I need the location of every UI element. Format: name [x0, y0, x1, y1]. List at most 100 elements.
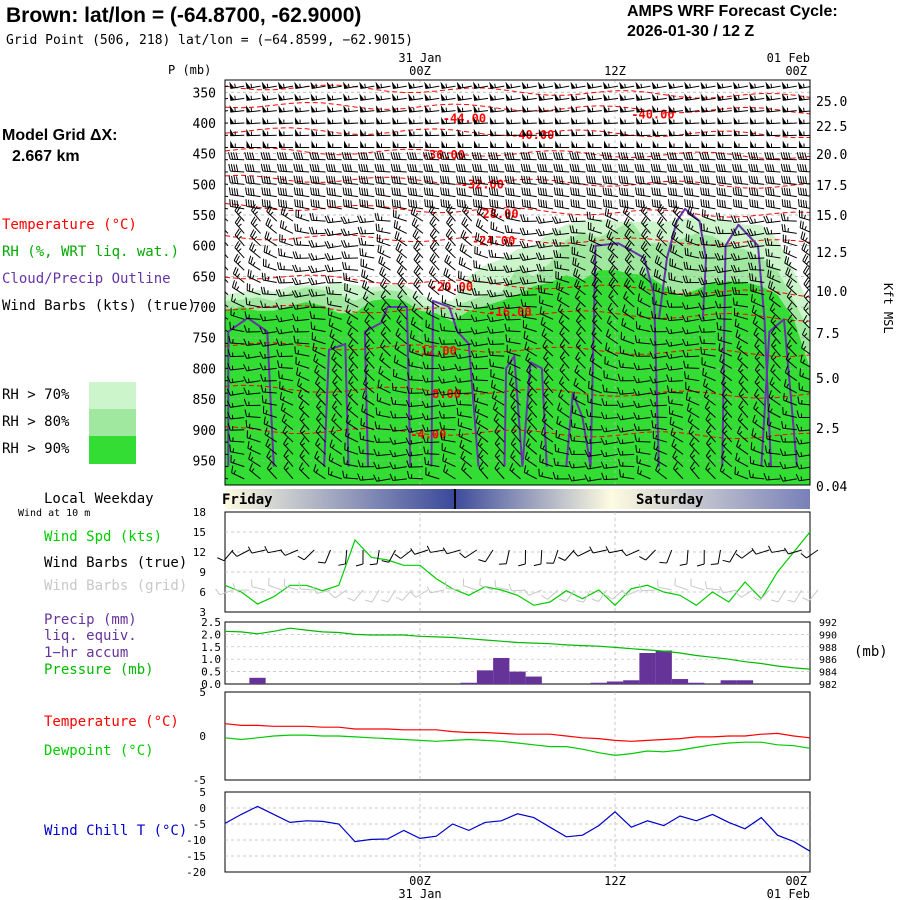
- wind-barb-tick: [364, 252, 367, 257]
- wind-barb-tick: [458, 164, 461, 172]
- wind-barb-tick: [443, 366, 445, 371]
- wind-barb-tick: [737, 200, 740, 208]
- wind-barb-tick: [268, 188, 271, 196]
- wind-barb-tick: [764, 163, 768, 172]
- wind-barb-staff: [604, 453, 619, 458]
- wind-barb-tick: [510, 450, 515, 457]
- wind-barb-staff: [223, 549, 234, 562]
- wind-barb-tick: [284, 225, 288, 230]
- wind-barb-tick: [715, 226, 719, 234]
- wind-barb-tick: [575, 382, 579, 387]
- wind-barb-tick: [366, 320, 370, 324]
- wind-barb-tick: [649, 338, 654, 346]
- wind-barb-tick: [350, 200, 353, 208]
- wind-barb-tick: [577, 319, 582, 324]
- wind-barb-staff: [636, 380, 651, 384]
- precip-bar: [639, 653, 656, 684]
- wind-barb-tick: [667, 187, 670, 195]
- wind-barb-tick: [787, 599, 795, 603]
- wind-barb-tick: [764, 445, 768, 453]
- wind-barb-tick: [754, 376, 760, 383]
- wind-barb-tick: [523, 589, 530, 596]
- wind-barb-tick: [412, 164, 415, 172]
- wind-barb-tick: [767, 175, 770, 184]
- wind-barb-tick: [234, 281, 238, 289]
- wind-barb-tick: [349, 332, 353, 337]
- wind-barb-staff: [376, 466, 391, 470]
- wind-barb-tick: [454, 375, 459, 383]
- pressure-axis-title: P (mb): [168, 63, 211, 77]
- wind-barb-tick: [309, 213, 313, 221]
- wind-barb-tick: [494, 292, 496, 297]
- wind-barb-tick: [716, 322, 719, 330]
- wind-barb-tick: [222, 224, 225, 227]
- wind-barb-tick: [528, 393, 533, 397]
- wind-barb-tick: [472, 175, 475, 183]
- wind-barb-tick: [588, 175, 591, 184]
- wind-barb-tick: [233, 253, 239, 261]
- wind-barb-flag: [732, 81, 739, 89]
- wind-barb-tick: [772, 188, 775, 196]
- wind-barb-tick: [487, 263, 491, 271]
- wind-speed-label: Wind Spd (kts): [44, 529, 163, 545]
- wind-barb-tick: [299, 227, 302, 232]
- wind-barb-tick: [426, 175, 429, 184]
- wind-barb-tick: [379, 152, 382, 160]
- wind-barb-tick: [689, 449, 695, 457]
- wind-barb-tick: [278, 275, 282, 284]
- wind-barb-staff: [782, 85, 797, 90]
- wind-barb-flag: [489, 105, 495, 113]
- wind-barb-tick: [341, 251, 345, 259]
- wind-barb-tick: [800, 231, 804, 239]
- pressure-tick-label: 650: [193, 270, 216, 285]
- wind-barb-tick: [733, 264, 738, 272]
- wind-barb-tick: [750, 442, 753, 450]
- wind-barb-tick: [398, 176, 401, 184]
- wind-barb-tick: [509, 462, 514, 471]
- isotherm-line: [225, 274, 810, 298]
- wind-barb-tick: [523, 164, 526, 172]
- wind-barb-tick: [542, 230, 545, 236]
- wind-barb-flag: [538, 105, 544, 113]
- wind-barb-staff: [312, 349, 326, 357]
- wind-barb-tick: [511, 394, 516, 398]
- wind-barb-tick: [228, 187, 231, 195]
- wind-barb-tick: [422, 375, 426, 383]
- wind-barb-tick: [702, 187, 705, 196]
- wind-barb-staff: [425, 380, 440, 383]
- wind-barb-tick: [282, 221, 285, 229]
- wind-barb-tick: [624, 253, 630, 260]
- wind-barb-tick: [542, 445, 546, 450]
- wind-barb-tick: [293, 175, 296, 183]
- wind-barb-tick: [342, 163, 345, 172]
- wind-barb-tick: [576, 240, 578, 245]
- wind-barb-tick: [754, 83, 756, 88]
- wind-barb-tick: [381, 344, 386, 349]
- wind-barb-tick: [559, 327, 564, 334]
- wind-barb-tick: [268, 176, 271, 184]
- wind-barb-staff: [524, 348, 538, 357]
- wind-barb-staff: [734, 110, 749, 113]
- wind-barb-tick: [508, 583, 512, 592]
- windchill-tick: -20: [186, 866, 206, 879]
- wind-barb-tick: [456, 284, 459, 293]
- wind-barb-tick: [292, 251, 296, 259]
- wind-barb-staff: [524, 458, 538, 468]
- wind-barb-staff: [583, 589, 591, 603]
- wind-barb-tick: [751, 187, 754, 196]
- wind-barb-tick: [701, 152, 705, 160]
- wind-barb-tick: [460, 422, 463, 427]
- wind-barb-tick: [391, 175, 394, 183]
- wind-barb-staff: [701, 85, 716, 90]
- wind-barb-tick: [594, 273, 599, 277]
- wind-barb-tick: [672, 200, 675, 208]
- wind-barb-tick: [405, 437, 410, 445]
- wind-barb-tick: [268, 455, 272, 459]
- wind-barb-tick: [243, 376, 248, 384]
- wind-barb-staff: [794, 589, 803, 603]
- wind-barb-staff: [527, 406, 538, 418]
- wind-barb-tick: [507, 225, 510, 233]
- wind-barb-tick: [788, 295, 793, 300]
- wind-barb-staff: [473, 122, 489, 125]
- wind-barb-tick: [705, 200, 708, 208]
